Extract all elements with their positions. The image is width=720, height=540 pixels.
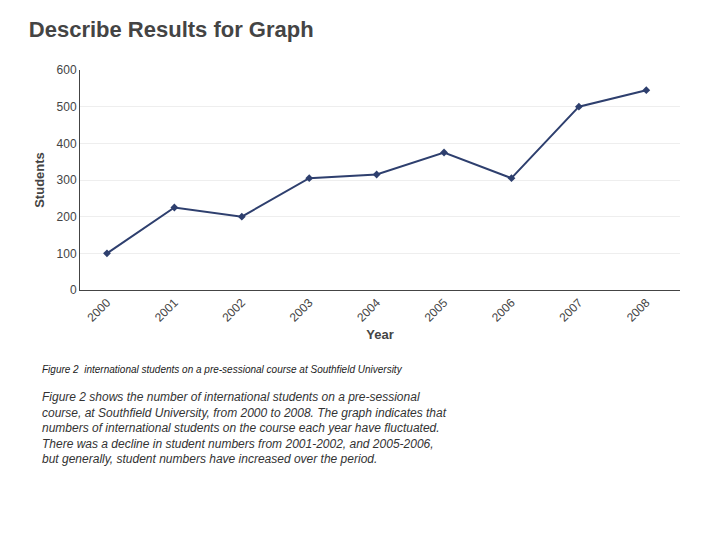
- svg-text:2005: 2005: [422, 296, 451, 325]
- svg-text:2007: 2007: [556, 296, 585, 325]
- svg-text:2000: 2000: [85, 296, 114, 325]
- svg-text:Describe Results for Graph: Describe Results for Graph: [29, 17, 314, 42]
- svg-text:Figure 2 international studen: Figure 2 international students on a pre…: [42, 364, 403, 375]
- svg-text:2002: 2002: [219, 296, 248, 325]
- svg-text:Year: Year: [366, 327, 393, 342]
- svg-text:2003: 2003: [287, 296, 316, 325]
- svg-text:2006: 2006: [489, 296, 518, 325]
- svg-text:0: 0: [70, 283, 77, 297]
- svg-text:500: 500: [57, 100, 77, 114]
- svg-text:300: 300: [57, 173, 77, 187]
- svg-text:Students: Students: [32, 152, 47, 208]
- svg-text:2001: 2001: [152, 296, 181, 325]
- svg-text:400: 400: [57, 137, 77, 151]
- svg-text:Figure 2 shows the number of i: Figure 2 shows the number of internation…: [42, 390, 447, 466]
- svg-text:2004: 2004: [354, 296, 383, 325]
- svg-text:600: 600: [57, 63, 77, 77]
- svg-text:2008: 2008: [624, 296, 653, 325]
- svg-text:200: 200: [57, 210, 77, 224]
- svg-text:100: 100: [57, 247, 77, 261]
